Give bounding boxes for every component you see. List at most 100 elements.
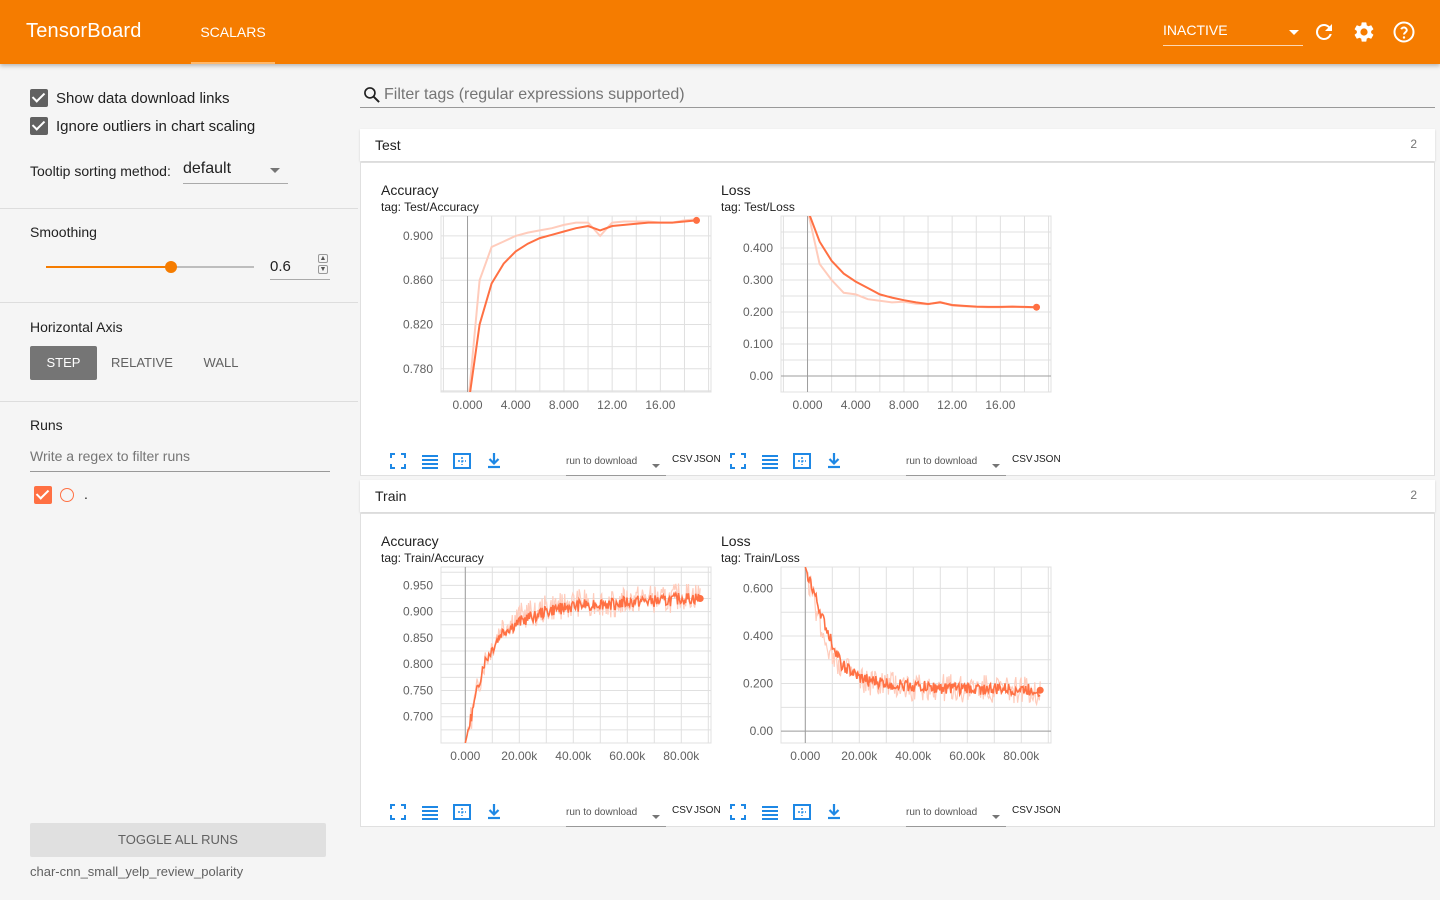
chart-title: Loss bbox=[721, 182, 751, 198]
axis-step-button[interactable]: STEP bbox=[30, 346, 97, 380]
y-tick-label: 0.900 bbox=[403, 229, 433, 243]
toggle-log-scale-icon[interactable] bbox=[761, 452, 779, 470]
x-tick-label: 4.000 bbox=[501, 398, 531, 412]
y-tick-label: 0.850 bbox=[403, 631, 433, 645]
options-section: Show data download links Ignore outliers… bbox=[0, 64, 358, 209]
smoothed-series-line bbox=[469, 219, 697, 392]
line-chart-train-loss[interactable]: 0.000 20.00k 40.00k 60.00k 80.00k 0.00 0.200 0.… bbox=[721, 563, 1057, 763]
zoom-select-icon[interactable] bbox=[453, 452, 471, 470]
smoothed-series-line bbox=[804, 567, 1041, 698]
group-name: Train bbox=[375, 488, 407, 504]
run-to-download-label: run to download bbox=[906, 807, 978, 818]
refresh-icon[interactable] bbox=[1312, 20, 1336, 44]
run-to-download-label: run to download bbox=[906, 456, 978, 467]
tag-filter-input[interactable]: Filter tags (regular expressions support… bbox=[360, 82, 1435, 108]
y-tick-label: 0.600 bbox=[743, 581, 773, 595]
fit-domain-icon[interactable] bbox=[729, 803, 747, 821]
smoothing-slider-knob[interactable] bbox=[164, 261, 177, 273]
x-tick-label: 0.000 bbox=[790, 749, 820, 763]
json-download-link[interactable]: JSON bbox=[694, 805, 721, 816]
runs-filter-placeholder: Write a regex to filter runs bbox=[30, 448, 191, 464]
toggle-all-runs-button[interactable]: TOGGLE ALL RUNS bbox=[30, 823, 326, 857]
group-count: 2 bbox=[1410, 488, 1417, 502]
download-icon[interactable] bbox=[825, 803, 843, 821]
x-tick-label: 20.00k bbox=[501, 749, 538, 763]
series-end-point bbox=[1033, 303, 1041, 311]
top-app-bar: TensorBoard SCALARS INACTIVE bbox=[0, 0, 1440, 64]
json-download-link[interactable]: JSON bbox=[1034, 454, 1061, 465]
group-name: Test bbox=[375, 137, 401, 153]
fit-domain-icon[interactable] bbox=[389, 803, 407, 821]
group-body-train: Accuracy tag: Train/Accuracy 0.000 20.00k… bbox=[360, 513, 1435, 827]
download-icon[interactable] bbox=[485, 803, 503, 821]
download-icon[interactable] bbox=[825, 452, 843, 470]
x-tick-label: 0.000 bbox=[793, 398, 823, 412]
line-chart-test-loss[interactable]: 0.000 4.000 8.000 12.00 16.00 0.00 0.100 0.200 0… bbox=[721, 212, 1057, 412]
x-tick-label: 0.000 bbox=[453, 398, 483, 412]
x-tick-label: 8.000 bbox=[549, 398, 579, 412]
chart-tag: tag: Train/Accuracy bbox=[381, 551, 484, 565]
checkbox-checked-icon[interactable] bbox=[30, 117, 48, 135]
csv-download-link[interactable]: CSV bbox=[1012, 454, 1033, 465]
chart-tag: tag: Test/Loss bbox=[721, 200, 795, 214]
toggle-log-scale-icon[interactable] bbox=[761, 803, 779, 821]
csv-download-link[interactable]: CSV bbox=[672, 454, 693, 465]
checkbox-checked-icon[interactable] bbox=[30, 89, 48, 107]
csv-download-link[interactable]: CSV bbox=[1012, 805, 1033, 816]
runs-label: Runs bbox=[30, 417, 63, 433]
json-download-link[interactable]: JSON bbox=[1034, 805, 1061, 816]
line-chart-train-accuracy[interactable]: 0.000 20.00k 40.00k 60.00k 80.00k 0.700 0.750 0… bbox=[381, 563, 717, 763]
group-header-test[interactable]: Test 2 bbox=[360, 129, 1435, 161]
run-to-download-select[interactable]: run to download bbox=[566, 807, 666, 827]
chart-tag: tag: Test/Accuracy bbox=[381, 200, 479, 214]
run-checkbox[interactable] bbox=[34, 486, 52, 504]
runs-filter-input[interactable]: Write a regex to filter runs bbox=[30, 448, 330, 472]
tab-scalars[interactable]: SCALARS bbox=[191, 0, 275, 64]
spin-up-icon[interactable]: ▲ bbox=[318, 254, 328, 263]
tooltip-sorting-select[interactable]: default bbox=[183, 160, 288, 184]
show-download-links-checkbox[interactable]: Show data download links bbox=[30, 87, 229, 109]
run-name: . bbox=[84, 486, 88, 502]
plot-area bbox=[440, 215, 712, 393]
group-header-train[interactable]: Train 2 bbox=[360, 480, 1435, 512]
y-tick-label: 0.200 bbox=[743, 677, 773, 691]
smoothed-series-line bbox=[464, 590, 701, 743]
axis-relative-button[interactable]: RELATIVE bbox=[111, 355, 173, 370]
csv-download-link[interactable]: CSV bbox=[672, 805, 693, 816]
run-color-radio[interactable] bbox=[60, 488, 74, 502]
chart-toolbar: run to download CSV JSON bbox=[389, 803, 721, 829]
x-tick-label: 4.000 bbox=[841, 398, 871, 412]
zoom-select-icon[interactable] bbox=[793, 452, 811, 470]
settings-icon[interactable] bbox=[1352, 20, 1376, 44]
x-tick-label: 12.00 bbox=[937, 398, 967, 412]
zoom-select-icon[interactable] bbox=[793, 803, 811, 821]
tag-filter-placeholder: Filter tags (regular expressions support… bbox=[384, 86, 685, 103]
axis-wall-button[interactable]: WALL bbox=[203, 355, 239, 370]
horizontal-axis-label: Horizontal Axis bbox=[30, 319, 123, 335]
zoom-select-icon[interactable] bbox=[453, 803, 471, 821]
smoothing-input-value: 0.6 bbox=[270, 258, 291, 275]
run-to-download-select[interactable]: run to download bbox=[906, 456, 1006, 476]
download-icon[interactable] bbox=[485, 452, 503, 470]
y-tick-label: 0.820 bbox=[403, 317, 433, 331]
y-tick-label: 0.860 bbox=[403, 273, 433, 287]
fit-domain-icon[interactable] bbox=[729, 452, 747, 470]
smoothing-slider[interactable] bbox=[46, 261, 254, 273]
json-download-link[interactable]: JSON bbox=[694, 454, 721, 465]
chart-toolbar: run to download CSV JSON bbox=[389, 452, 721, 478]
inactive-dashboard-select[interactable]: INACTIVE bbox=[1163, 22, 1303, 46]
tooltip-sorting-label: Tooltip sorting method: bbox=[30, 163, 171, 179]
toggle-log-scale-icon[interactable] bbox=[421, 452, 439, 470]
fit-domain-icon[interactable] bbox=[389, 452, 407, 470]
toggle-log-scale-icon[interactable] bbox=[421, 803, 439, 821]
chart-card-test-accuracy: Accuracy tag: Test/Accuracy 0.000 4.000 8.… bbox=[381, 182, 721, 476]
help-icon[interactable] bbox=[1392, 20, 1416, 44]
spin-down-icon[interactable]: ▼ bbox=[318, 265, 328, 274]
ignore-outliers-checkbox[interactable]: Ignore outliers in chart scaling bbox=[30, 115, 255, 137]
run-to-download-select[interactable]: run to download bbox=[906, 807, 1006, 827]
x-tick-label: 16.00 bbox=[985, 398, 1015, 412]
smoothing-input[interactable]: 0.6 ▲ ▼ bbox=[270, 254, 330, 280]
run-to-download-select[interactable]: run to download bbox=[566, 456, 666, 476]
line-chart-test-accuracy[interactable]: 0.000 4.000 8.000 12.00 16.00 0.780 0.820 0.860… bbox=[381, 212, 717, 412]
chart-tag: tag: Train/Loss bbox=[721, 551, 800, 565]
